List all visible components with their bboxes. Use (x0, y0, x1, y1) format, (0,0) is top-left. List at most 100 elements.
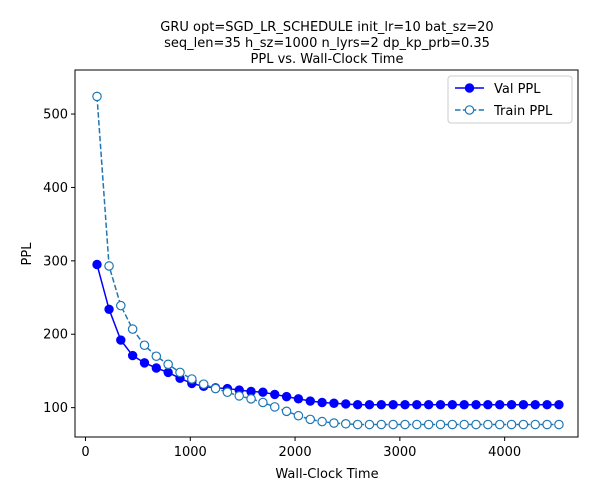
series-train-point (163, 359, 173, 370)
legend-val-label: Val PPL (494, 82, 541, 97)
series-train (92, 91, 564, 430)
series-train-point (400, 419, 410, 430)
series-train-point (258, 397, 268, 408)
x-tick-label: 2000 (279, 445, 312, 460)
series-val-point (530, 400, 540, 410)
series-val-point (329, 398, 339, 408)
series-train-point (412, 419, 422, 430)
series-val-line (96, 264, 559, 406)
x-tick-label: 1000 (174, 445, 207, 460)
series-val-point (151, 363, 162, 373)
x-tick-label: 0 (81, 445, 89, 460)
series-train-point (483, 419, 493, 430)
series-train-point (435, 419, 446, 430)
series-train-point (317, 416, 327, 427)
series-train-point (269, 402, 280, 412)
series-train-point (139, 340, 150, 351)
series-train-line (96, 96, 559, 426)
series-val-point (293, 394, 304, 404)
series-val (92, 259, 564, 410)
series-val-point (400, 400, 410, 410)
series-val-point (506, 400, 517, 410)
series-train-point (198, 379, 209, 389)
series-val-point (352, 400, 363, 410)
series-train-point (151, 351, 162, 362)
series-val-point (376, 400, 387, 410)
series-val-point (447, 400, 458, 410)
series-val-point (270, 389, 280, 400)
series-train-point (506, 419, 517, 430)
series-train-point (210, 383, 221, 394)
series-val-point (104, 304, 114, 314)
y-axis-label: PPL (20, 242, 35, 266)
series-train-point (471, 419, 481, 430)
y-axis-ticks: 100 200 300 400 500 (43, 108, 75, 416)
series-val-point (364, 400, 375, 410)
series-train-point (92, 91, 102, 102)
series-train-point (542, 419, 552, 430)
series-train-point (222, 387, 233, 398)
series-val-point (459, 400, 469, 410)
series-train-point (305, 414, 316, 425)
series-train-point (364, 419, 375, 430)
plot-area-frame (74, 69, 579, 438)
series-val-point (483, 400, 493, 410)
series-train-point (187, 374, 197, 384)
series-train-point (459, 419, 469, 430)
legend-val-marker-swatch (464, 83, 475, 93)
y-tick-label: 500 (43, 108, 68, 123)
x-axis-ticks: 0 1000 2000 3000 4000 (81, 437, 521, 460)
chart-title: GRU opt=SGD_LR_SCHEDULE init_lr=10 bat_s… (160, 20, 493, 67)
series-train-point (530, 419, 541, 430)
series-val-point (554, 400, 564, 410)
series-train-point (494, 419, 505, 430)
series-train-point (423, 419, 434, 430)
series-val-point (305, 396, 315, 406)
series-train-point (127, 324, 138, 334)
series-train-point (293, 410, 304, 421)
series-val-point (495, 400, 505, 410)
series-val-point (435, 400, 446, 410)
series-val-point (139, 358, 150, 368)
series-val-point (281, 391, 292, 402)
series-train-point (246, 394, 256, 404)
series-val-point (341, 399, 351, 409)
series-train-point (340, 418, 351, 429)
series-val-point (388, 400, 398, 410)
series-val-point (412, 400, 422, 410)
series-train-point (234, 391, 245, 401)
series-train-point (281, 406, 292, 417)
series-val-point (92, 259, 102, 270)
legend-train-label: Train PPL (493, 104, 553, 119)
title-line-1: GRU opt=SGD_LR_SCHEDULE init_lr=10 bat_s… (160, 20, 493, 35)
legend: Val PPL Train PPL (447, 75, 573, 124)
series-val-point (518, 400, 529, 410)
series-train-point (329, 418, 339, 428)
series-layer (92, 91, 564, 430)
series-train-point (352, 419, 363, 430)
title-line-2: seq_len=35 h_sz=1000 n_lyrs=2 dp_kp_prb=… (164, 36, 490, 51)
series-val-point (423, 400, 434, 410)
series-val-point (258, 387, 268, 397)
series-train-point (388, 419, 398, 430)
series-train-point (376, 419, 387, 430)
series-val-point (471, 400, 481, 410)
series-train-point (175, 367, 185, 378)
series-val-point (317, 397, 327, 408)
x-tick-label: 3000 (383, 445, 416, 460)
title-line-3: PPL vs. Wall-Clock Time (251, 52, 404, 67)
y-tick-label: 200 (43, 328, 68, 343)
series-val-point (163, 367, 173, 378)
y-tick-label: 400 (43, 181, 68, 196)
x-axis-label: Wall-Clock Time (275, 467, 378, 482)
x-tick-label: 4000 (488, 445, 521, 460)
series-train-point (115, 300, 126, 311)
y-tick-label: 100 (43, 401, 68, 416)
series-train-point (447, 419, 458, 430)
series-val-point (116, 335, 126, 345)
series-train-point (554, 419, 564, 430)
y-tick-label: 300 (43, 254, 68, 269)
series-train-point (518, 419, 529, 430)
series-train-point (104, 261, 114, 271)
